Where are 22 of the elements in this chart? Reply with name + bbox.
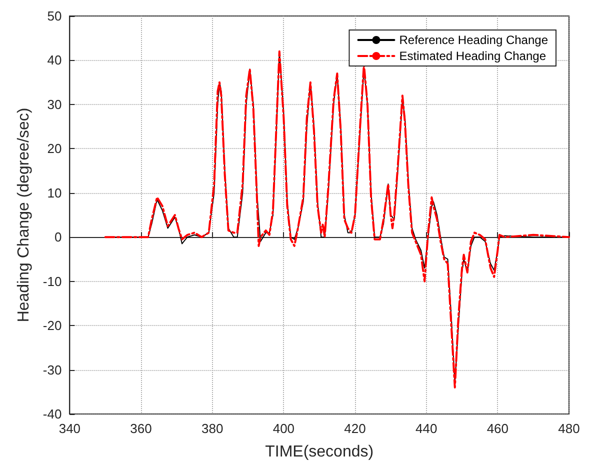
x-tick-label: 340 bbox=[58, 421, 81, 436]
legend-label: Reference Heading Change bbox=[399, 33, 548, 47]
y-tick-label: 10 bbox=[47, 185, 62, 200]
y-tick-label: 50 bbox=[47, 8, 62, 24]
legend-label: Estimated Heading Change bbox=[399, 49, 546, 63]
y-tick-label: 40 bbox=[47, 52, 62, 68]
y-tick-label: -30 bbox=[42, 362, 62, 378]
x-axis-title: TIME(seconds) bbox=[265, 444, 374, 460]
y-tick-label: -40 bbox=[42, 406, 62, 422]
x-tick-label: 420 bbox=[344, 421, 366, 436]
y-tick-label: 0 bbox=[54, 230, 62, 245]
y-tick-label: 30 bbox=[47, 96, 62, 112]
y-tick-label: -10 bbox=[42, 274, 62, 289]
x-tick-label: 460 bbox=[486, 421, 509, 436]
x-tick-label: 360 bbox=[130, 421, 152, 436]
x-tick-label: 440 bbox=[415, 421, 438, 436]
y-tick-label: -20 bbox=[42, 318, 62, 334]
y-axis-title: Heading Change (degree/sec) bbox=[16, 108, 32, 322]
y-tick-label: 20 bbox=[47, 141, 62, 156]
x-tick-label: 380 bbox=[202, 421, 224, 436]
x-tick-label: 400 bbox=[272, 421, 295, 436]
x-tick-label: 480 bbox=[558, 421, 580, 436]
